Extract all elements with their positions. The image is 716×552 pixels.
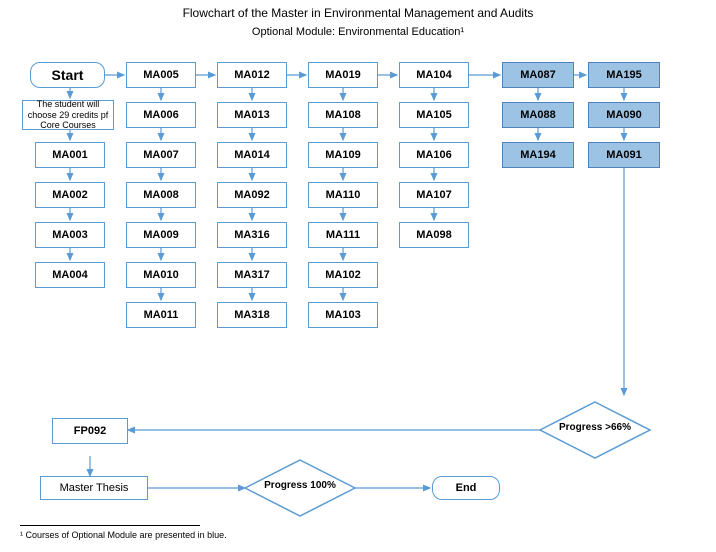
- flowchart-container: Flowchart of the Master in Environmental…: [0, 0, 716, 552]
- node-ma105: MA105: [399, 102, 469, 128]
- node-ma004: MA004: [35, 262, 105, 288]
- node-ma010: MA010: [126, 262, 196, 288]
- node-ma106: MA106: [399, 142, 469, 168]
- node-ma103: MA103: [308, 302, 378, 328]
- end-label: End: [456, 482, 477, 494]
- footnote-text: ¹ Courses of Optional Module are present…: [20, 530, 227, 540]
- node-ma110: MA110: [308, 182, 378, 208]
- node-ma006: MA006: [126, 102, 196, 128]
- fp-label: FP092: [74, 425, 106, 437]
- node-ma107: MA107: [399, 182, 469, 208]
- node-ma194: MA194: [502, 142, 574, 168]
- node-ma009: MA009: [126, 222, 196, 248]
- node-ma098: MA098: [399, 222, 469, 248]
- thesis-label: Master Thesis: [60, 482, 129, 494]
- node-ma011: MA011: [126, 302, 196, 328]
- node-ma102: MA102: [308, 262, 378, 288]
- diamond-progress-66: [555, 405, 635, 455]
- node-fp092: FP092: [52, 418, 128, 444]
- node-ma087: MA087: [502, 62, 574, 88]
- node-ma014: MA014: [217, 142, 287, 168]
- node-ma316: MA316: [217, 222, 287, 248]
- node-ma195: MA195: [588, 62, 660, 88]
- node-ma091: MA091: [588, 142, 660, 168]
- node-ma012: MA012: [217, 62, 287, 88]
- node-ma008: MA008: [126, 182, 196, 208]
- node-end: End: [432, 476, 500, 500]
- node-ma002: MA002: [35, 182, 105, 208]
- node-ma318: MA318: [217, 302, 287, 328]
- page-subtitle: Optional Module: Environmental Education…: [0, 26, 716, 38]
- node-ma111: MA111: [308, 222, 378, 248]
- footnote-rule: [20, 525, 200, 526]
- node-ma003: MA003: [35, 222, 105, 248]
- node-ma005: MA005: [126, 62, 196, 88]
- node-ma019: MA019: [308, 62, 378, 88]
- node-ma088: MA088: [502, 102, 574, 128]
- node-thesis: Master Thesis: [40, 476, 148, 500]
- node-ma092: MA092: [217, 182, 287, 208]
- intro-label: The student will choose 29 credits pf Co…: [27, 99, 109, 131]
- node-ma013: MA013: [217, 102, 287, 128]
- node-ma104: MA104: [399, 62, 469, 88]
- node-ma001: MA001: [35, 142, 105, 168]
- node-ma317: MA317: [217, 262, 287, 288]
- node-start: Start: [30, 62, 105, 88]
- page-title: Flowchart of the Master in Environmental…: [0, 6, 716, 20]
- start-label: Start: [52, 67, 84, 83]
- node-ma109: MA109: [308, 142, 378, 168]
- node-ma108: MA108: [308, 102, 378, 128]
- diamond-progress-100: [245, 460, 355, 515]
- node-ma007: MA007: [126, 142, 196, 168]
- node-intro: The student will choose 29 credits pf Co…: [22, 100, 114, 130]
- node-ma090: MA090: [588, 102, 660, 128]
